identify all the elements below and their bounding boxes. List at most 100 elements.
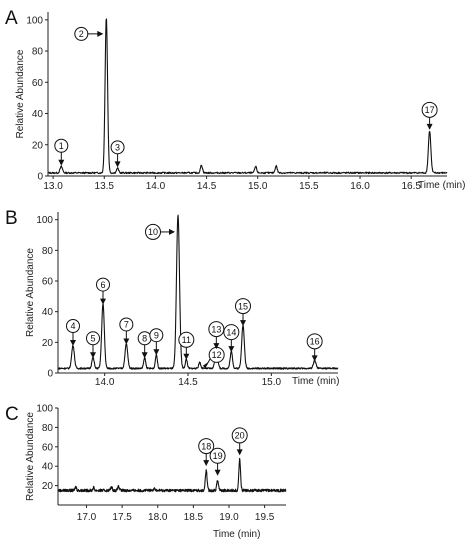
peak-annotation: 14 <box>223 324 240 353</box>
peak-annotation: 1 <box>54 138 69 166</box>
x-tick-label: 14.5 <box>197 181 217 192</box>
y-tick-label: 80 <box>42 423 54 434</box>
y-tick-label: 40 <box>32 109 44 120</box>
panel-label: A <box>5 8 18 29</box>
arrow-head <box>203 460 210 467</box>
peak-number-label: 18 <box>201 441 211 451</box>
y-axis-label: Relative Abundance <box>25 412 36 501</box>
y-tick-label: 60 <box>42 277 54 288</box>
x-tick-label: 17.0 <box>77 512 97 523</box>
peak-annotation: 2 <box>74 26 104 41</box>
annotation-circle <box>86 331 100 346</box>
y-tick-label: 100 <box>36 404 53 415</box>
x-tick-label: 15.0 <box>262 377 282 388</box>
arrow-head <box>90 352 96 359</box>
x-tick-label: 14.0 <box>95 377 115 388</box>
peak-number-label: 6 <box>100 280 105 290</box>
x-tick-label: 13.5 <box>95 181 115 192</box>
peak-number-label: 8 <box>142 333 147 343</box>
peak-number-label: 9 <box>154 330 159 340</box>
annotation-circle <box>74 26 89 41</box>
arrow-head <box>214 469 221 476</box>
peak-annotation: 6 <box>96 277 110 305</box>
arrow-head <box>123 338 130 345</box>
arrow-head <box>141 352 148 359</box>
x-axis-label: Time (min) <box>292 376 339 387</box>
chromatogram-trace <box>57 457 287 493</box>
annotation-circle <box>198 438 215 455</box>
peak-number-label: 13 <box>211 324 221 334</box>
peak-number-label: 14 <box>226 327 236 337</box>
peak-annotation: 19 <box>209 447 226 476</box>
peak-annotation: 12 <box>202 346 225 368</box>
arrow-head <box>202 361 209 368</box>
peak-number-label: 1 <box>59 141 64 151</box>
y-tick-label: 0 <box>47 369 53 380</box>
arrow-head <box>236 449 243 456</box>
peak-annotation: 17 <box>421 101 438 130</box>
peak-number-label: 10 <box>148 227 158 237</box>
peak-number-label: 19 <box>213 451 223 461</box>
annotation-circle <box>96 277 110 292</box>
x-tick-label: 19.0 <box>219 512 239 523</box>
y-axis-label: Relative Abundance <box>15 49 26 138</box>
peak-annotation: 8 <box>137 331 152 359</box>
y-tick-label: 100 <box>36 215 53 226</box>
peak-annotation: 4 <box>66 319 80 346</box>
annotation-circle <box>231 427 248 444</box>
arrow-head <box>169 228 175 235</box>
arrow-head <box>153 349 160 356</box>
arrow-head <box>183 353 190 360</box>
y-tick-label: 40 <box>42 462 54 473</box>
arrow-head <box>311 355 318 362</box>
peak-annotation: 10 <box>145 223 175 240</box>
annotation-circle <box>208 321 225 338</box>
annotation-circle <box>66 319 80 333</box>
annotation-circle <box>119 317 134 332</box>
peak-annotation: 3 <box>110 140 125 168</box>
y-tick-label: 20 <box>42 481 54 492</box>
x-tick-label: 13.0 <box>43 181 63 192</box>
peak-number-label: 5 <box>90 333 95 343</box>
peak-annotation: 5 <box>86 331 100 359</box>
x-tick-label: 15.5 <box>299 181 319 192</box>
y-tick-label: 20 <box>42 338 54 349</box>
y-tick-label: 0 <box>37 172 43 183</box>
annotation-circle <box>209 447 226 464</box>
panel-label: B <box>5 208 18 229</box>
x-tick-label: 18.0 <box>148 512 168 523</box>
annotation-circle <box>145 223 161 240</box>
x-axis-label: Time (min) <box>213 529 260 540</box>
arrow-head <box>213 343 220 350</box>
x-tick-label: 16.5 <box>401 181 421 192</box>
arrow-head <box>97 30 104 37</box>
peak-annotation: 18 <box>198 438 215 467</box>
x-tick-label: 19.5 <box>255 512 275 523</box>
arrow-head <box>70 340 76 346</box>
peak-annotation: 11 <box>178 331 195 360</box>
chromatogram-trace <box>57 214 339 370</box>
annotation-circle <box>306 333 323 350</box>
peak-number-label: 11 <box>182 335 191 345</box>
arrow-head <box>426 123 433 130</box>
chromatogram-trace <box>47 18 448 175</box>
x-axis-label: Time (min) <box>418 180 465 191</box>
annotation-circle <box>235 298 251 315</box>
panel-b: B 0 20 40 60 80 100 14.0 14.5 15.0 Relative Abunda… <box>5 208 339 388</box>
peak-number-label: 20 <box>235 431 245 441</box>
peak-number-label: 7 <box>124 320 129 330</box>
peak-annotation: 16 <box>306 333 323 362</box>
peak-number-label: 4 <box>70 321 75 331</box>
x-tick-label: 14.0 <box>146 181 166 192</box>
annotation-circle <box>149 328 164 343</box>
x-tick-label: 17.5 <box>112 512 132 523</box>
annotation-circle <box>110 140 125 155</box>
y-tick-label: 60 <box>32 78 44 89</box>
peak-annotation: 9 <box>149 328 164 356</box>
x-tick-label: 18.5 <box>184 512 204 523</box>
panel-a: A 0 20 40 60 80 100 13.0 13.5 14.0 14.5 15.0 15.5 16.… <box>5 8 465 192</box>
annotation-circle <box>178 331 195 348</box>
peak-number-label: 2 <box>79 29 84 39</box>
y-tick-label: 80 <box>32 47 44 58</box>
